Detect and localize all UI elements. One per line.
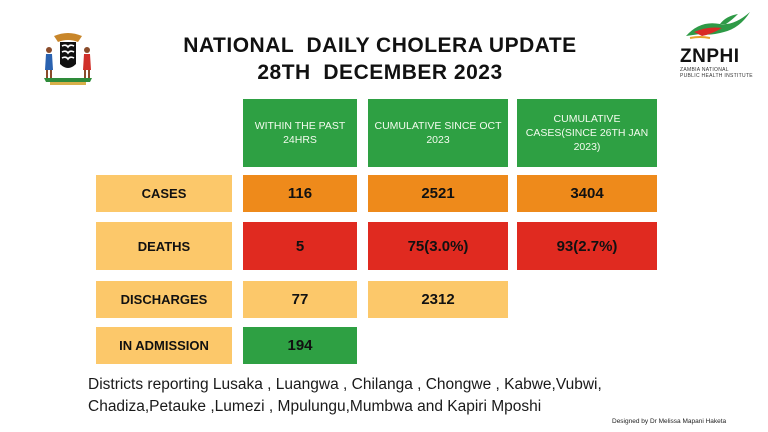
cases-24hrs: 116 bbox=[243, 175, 357, 212]
designer-credit: Designed by Dr Melissa Mapani Haketa bbox=[612, 418, 727, 425]
discharges-24hrs: 77 bbox=[243, 281, 357, 318]
deaths-24hrs: 5 bbox=[243, 222, 357, 270]
page-title: NATIONAL DAILY CHOLERA UPDATE 28TH DECEM… bbox=[150, 32, 610, 86]
header-past-24hrs: WITHIN THE PAST 24HRS bbox=[243, 99, 357, 167]
header-cumulative-jan: CUMULATIVE CASES(SINCE 26TH JAN 2023) bbox=[517, 99, 657, 167]
districts-reporting: Districts reporting Lusaka , Luangwa , C… bbox=[88, 374, 708, 418]
title-line2: 28TH DECEMBER 2023 bbox=[257, 61, 503, 84]
row-label-deaths: DEATHS bbox=[96, 222, 232, 270]
row-label-cases: CASES bbox=[96, 175, 232, 212]
discharges-since-oct: 2312 bbox=[368, 281, 508, 318]
logo-subtitle-line2: PUBLIC HEALTH INSTITUTE bbox=[680, 73, 753, 79]
cases-since-oct: 2521 bbox=[368, 175, 508, 212]
row-label-in-admission: IN ADMISSION bbox=[96, 327, 232, 364]
bird-logo-icon bbox=[686, 12, 750, 39]
cases-since-jan: 3404 bbox=[517, 175, 657, 212]
logo-subtitle-line1: ZAMBIA NATIONAL bbox=[680, 67, 729, 73]
districts-line1: Districts reporting Lusaka , Luangwa , C… bbox=[88, 376, 602, 393]
zambia-coat-of-arms-icon bbox=[44, 33, 92, 85]
header-cumulative-oct: CUMULATIVE SINCE OCT 2023 bbox=[368, 99, 508, 167]
logo-name: ZNPHI bbox=[680, 46, 740, 67]
row-label-discharges: DISCHARGES bbox=[96, 281, 232, 318]
logo-subtitle: ZAMBIA NATIONAL PUBLIC HEALTH INSTITUTE bbox=[680, 67, 760, 79]
deaths-since-oct: 75(3.0%) bbox=[368, 222, 508, 270]
districts-line2: Chadiza,Petauke ,Lumezi , Mpulungu,Mumbw… bbox=[88, 398, 542, 415]
znphi-logo: ZNPHI ZAMBIA NATIONAL PUBLIC HEALTH INST… bbox=[676, 6, 756, 82]
title-line1: NATIONAL DAILY CHOLERA UPDATE bbox=[183, 34, 577, 57]
in-admission-24hrs: 194 bbox=[243, 327, 357, 364]
deaths-since-jan: 93(2.7%) bbox=[517, 222, 657, 270]
